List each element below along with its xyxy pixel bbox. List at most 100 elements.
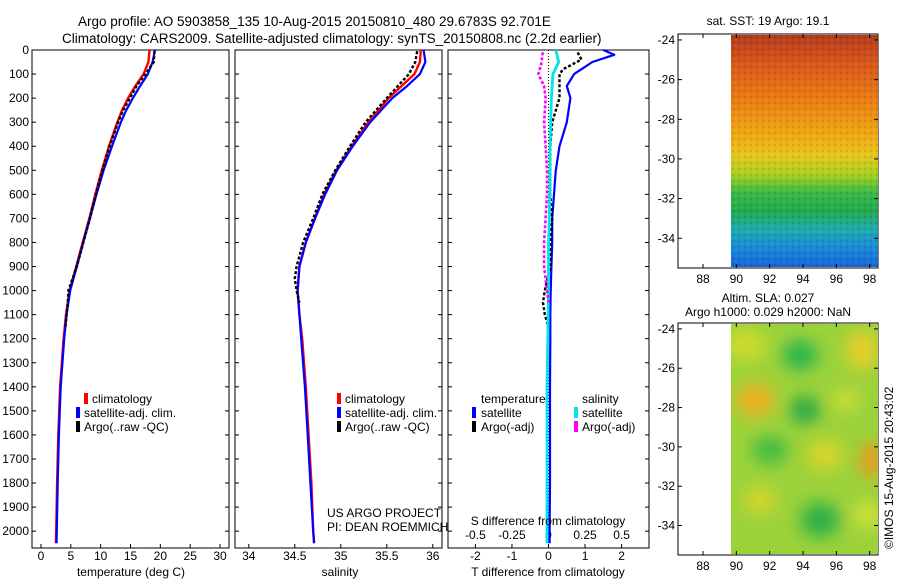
sla-blob [831,388,859,412]
x-tick-label: 0 [38,549,45,563]
lon-tick-label: 88 [696,272,710,286]
lon-tick-label: 96 [830,272,844,286]
sla-field [731,324,878,554]
lat-tick-label: -30 [658,152,676,166]
sla-blob [752,436,788,464]
depth-tick-label: 1000 [2,284,29,298]
lat-tick-label: -24 [658,33,676,47]
sla-blob [782,340,818,370]
pi-annotation: PI: DEAN ROEMMICH [327,520,448,534]
difference-legend: temperature salinity satellite Argo(-adj… [472,392,635,434]
depth-tick-label: 2000 [2,524,29,538]
imos-credit: ©IMOS 15-Aug-2015 20:43:02 [882,386,896,549]
lon-tick-label: 90 [730,559,744,573]
depth-axis: 0 100 200 300 400 500 600 700 800 900 1000 1100 1200… [2,43,29,538]
legend-label-satellite: satellite-adj. clim. [345,406,437,420]
figure-title-line1: Argo profile: AO 5903858_135 10-Aug-2015… [78,14,551,29]
legend-label-temperature-argo: Argo(-adj) [481,420,534,434]
legend-label-satellite: satellite-adj. clim. [84,406,176,420]
legend-label-salinity-satellite: satellite [582,406,623,420]
x-tick-label: 35.5 [375,549,399,563]
depth-tick-label: 1400 [2,380,29,394]
figure-title-line2: Climatology: CARS2009. Satellite-adjuste… [62,31,602,46]
s-tick-label: -0.5 [465,528,486,542]
s-tick-label: 0.5 [613,528,630,542]
legend-swatch-temperature-satellite [472,407,476,418]
project-annotation: US ARGO PROJECT [327,506,442,520]
sla-blob [735,383,775,417]
x-tick-label: 34 [242,549,256,563]
lon-tick-label: 90 [730,272,744,286]
depth-tick-label: 1500 [2,404,29,418]
temperature-panel-frame [31,49,230,549]
x-tick-label: 20 [154,549,168,563]
temperature-axis-label: temperature (deg C) [77,565,185,579]
salinity-panel-frame [234,49,443,549]
sla-blob [860,442,878,478]
lat-tick-label: -32 [658,479,676,493]
lat-tick-label: -28 [658,112,676,126]
s-tick-label: -0.25 [498,528,526,542]
lat-tick-label: -28 [658,401,676,415]
legend-swatch-salinity-satellite [574,407,578,418]
lon-tick-label: 94 [796,559,810,573]
difference-plot: -2 -1 0 1 2-0.5 -0.25 0 0.25 0.5 [448,48,649,563]
lat-tick-label: -30 [658,440,676,454]
depth-tick-label: 1900 [2,500,29,514]
legend-group-temperature: temperature [481,392,546,406]
lat-tick-label: -32 [658,192,676,206]
x-tick-label: 34.5 [283,549,307,563]
depth-tick-label: 1300 [2,356,29,370]
legend-swatch-climatology [84,393,88,404]
lon-tick-label: 94 [796,272,810,286]
depth-tick-label: 100 [9,67,29,81]
lat-tick-label: -26 [658,73,676,87]
legend-swatch-argo [76,421,80,432]
legend-swatch-argo [337,421,341,432]
depth-tick-label: 800 [9,235,29,249]
lon-tick-label: 92 [763,559,777,573]
lon-tick-label: 98 [863,272,877,286]
x-tick-label: 25 [184,549,198,563]
sla-blob [854,501,878,529]
series-line-temperature-satellite [548,48,616,544]
sla-blobs [731,329,878,538]
x-tick-label: -1 [507,549,518,563]
sla-blob [731,329,767,361]
sst-map-axes: 88 90 92 94 96 98 -34 -32 -30 -28 -26 -24 [658,33,878,286]
lat-tick-label: -24 [658,322,676,336]
t-difference-axis-label: T difference from climatology [471,565,625,579]
series-line-argo-raw-qc- [293,50,419,303]
sla-map: Altim. SLA: 0.027 Argo h1000: 0.029 h200… [658,291,879,573]
legend-label-climatology: climatology [345,392,405,406]
sla-map-title: Altim. SLA: 0.027 [722,291,815,305]
legend-label-argo: Argo(..raw -QC) [84,420,169,434]
x-tick-label: 15 [124,549,138,563]
x-tick-label: 0 [545,549,552,563]
x-tick-label: 30 [213,549,227,563]
series-line-climatology [296,49,422,544]
sla-blob [846,330,878,370]
salinity-axis-label: salinity [322,565,359,579]
depth-tick-label: 1600 [2,428,29,442]
depth-tick-label: 1100 [3,308,29,322]
x-tick-label: 5 [67,549,74,563]
salinity-legend: climatology satellite-adj. clim. Argo(..… [337,392,437,434]
temperature-plot: 0 5 10 15 20 25 30 [32,49,229,563]
x-tick-label: 10 [94,549,108,563]
legend-swatch-satellite [76,407,80,418]
sla-blob [800,502,840,538]
lat-tick-label: -34 [658,231,676,245]
x-tick-label: 2 [618,549,625,563]
series-line-satellite-adj-clim- [296,49,427,544]
series-line-salinity-satellite [545,49,561,544]
sla-blob [744,486,776,514]
legend-swatch-temperature-argo [472,421,476,432]
lon-tick-label: 98 [863,559,877,573]
legend-swatch-climatology [337,393,341,404]
depth-tick-label: 1700 [2,452,29,466]
depth-tick-label: 1800 [2,476,29,490]
s-tick-label: 0.25 [573,528,597,542]
x-tick-label: 36 [426,549,440,563]
